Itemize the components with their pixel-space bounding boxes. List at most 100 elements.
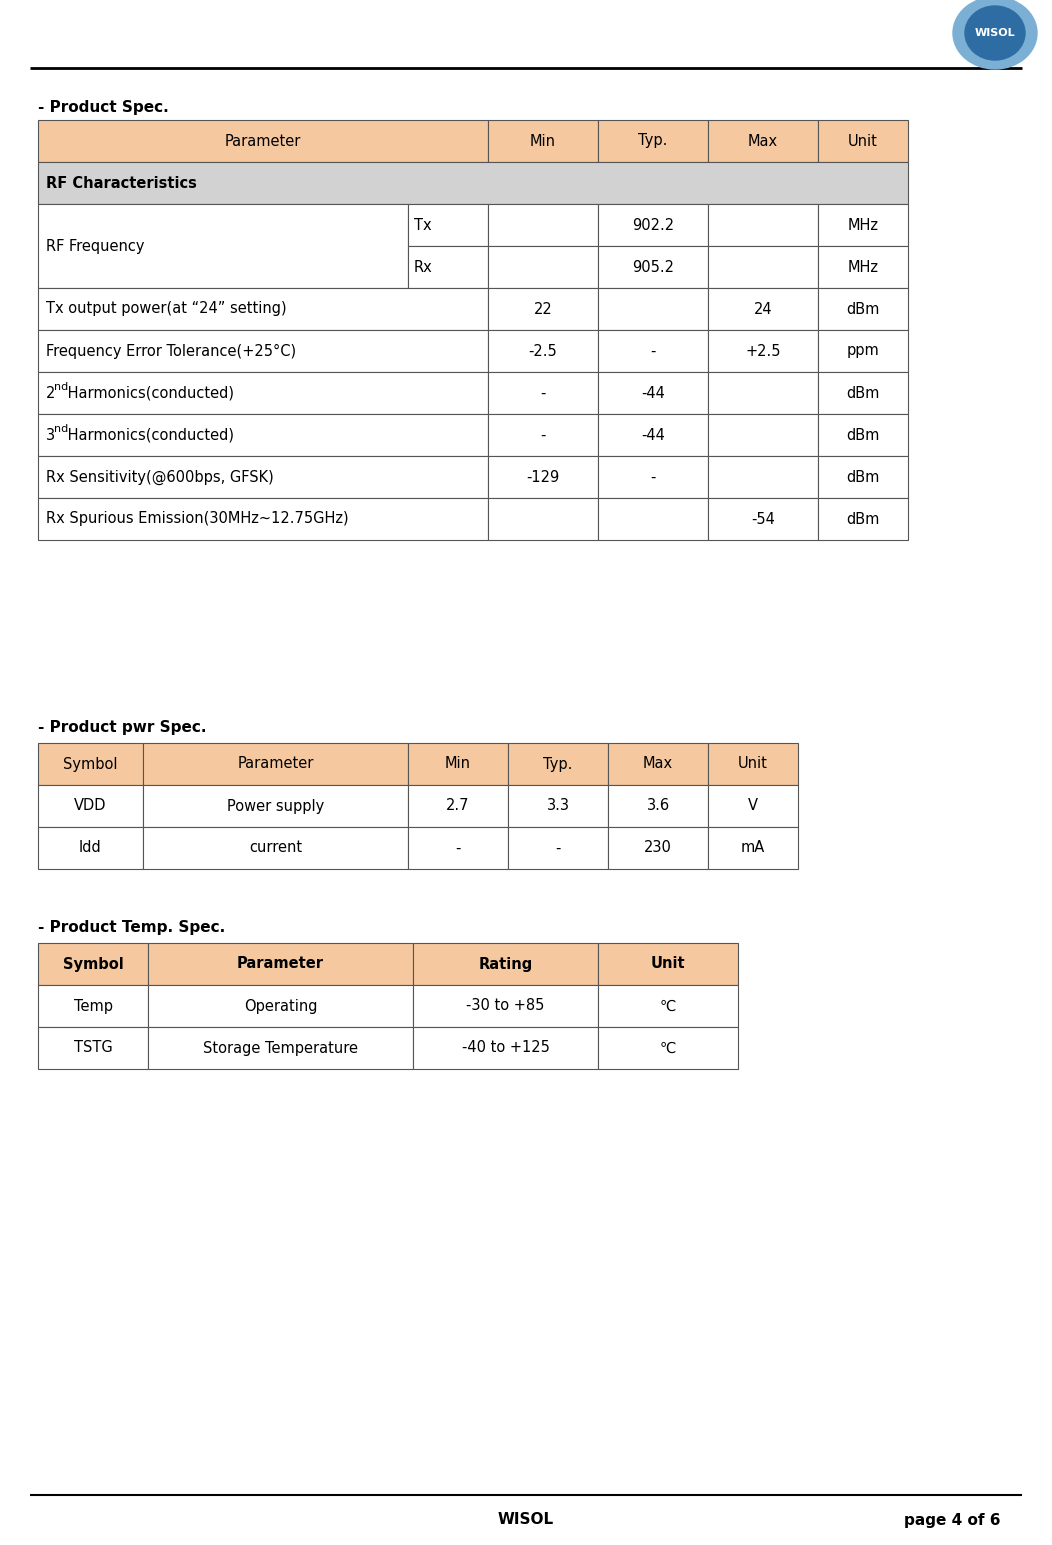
Bar (598, 246, 708, 287)
Text: Parameter: Parameter (225, 133, 301, 148)
Bar (708, 497, 818, 541)
Bar (38, 204, 408, 287)
Bar (708, 743, 798, 785)
Bar (818, 456, 908, 497)
Text: MHz: MHz (848, 260, 878, 275)
Bar (408, 785, 508, 827)
Text: 902.2: 902.2 (632, 218, 674, 232)
Bar (38, 986, 148, 1027)
Bar (508, 743, 608, 785)
Text: Rx Sensitivity(@600bps, GFSK): Rx Sensitivity(@600bps, GFSK) (46, 470, 274, 485)
Text: 3.6: 3.6 (646, 799, 669, 814)
Text: Frequency Error Tolerance(+25°C): Frequency Error Tolerance(+25°C) (46, 343, 296, 358)
Text: Symbol: Symbol (63, 956, 123, 972)
Text: 905.2: 905.2 (632, 260, 674, 275)
Bar (38, 162, 908, 204)
Bar (38, 121, 488, 162)
Bar (598, 942, 739, 986)
Bar (818, 121, 908, 162)
Bar (708, 827, 798, 868)
Bar (608, 785, 708, 827)
Text: -129: -129 (526, 470, 560, 485)
Text: -44: -44 (641, 386, 665, 400)
Text: -40 to +125: -40 to +125 (462, 1040, 549, 1055)
Text: +2.5: +2.5 (745, 343, 781, 358)
Text: Unit: Unit (739, 757, 768, 771)
Bar (38, 331, 488, 372)
Bar (818, 331, 908, 372)
Text: ℃: ℃ (660, 1040, 676, 1055)
Bar (148, 986, 413, 1027)
Text: 3.3: 3.3 (546, 799, 569, 814)
Text: RF Frequency: RF Frequency (46, 238, 144, 253)
Text: -54: -54 (751, 511, 775, 527)
Text: Harmonics(conducted): Harmonics(conducted) (63, 428, 234, 442)
Text: Rx: Rx (414, 260, 432, 275)
Bar (413, 942, 598, 986)
Text: -44: -44 (641, 428, 665, 442)
Bar (488, 121, 598, 162)
Text: Min: Min (445, 757, 471, 771)
Text: dBm: dBm (846, 301, 879, 317)
Bar (413, 1027, 598, 1069)
Bar (708, 204, 818, 246)
Text: Power supply: Power supply (227, 799, 324, 814)
Bar (408, 246, 488, 287)
Bar (708, 372, 818, 414)
Ellipse shape (953, 0, 1037, 70)
Text: mA: mA (741, 840, 765, 856)
Text: -: - (456, 840, 461, 856)
Text: WISOL: WISOL (498, 1513, 554, 1528)
Bar (488, 456, 598, 497)
Bar (708, 414, 818, 456)
Bar (38, 287, 488, 331)
Bar (818, 497, 908, 541)
Bar (408, 827, 508, 868)
Text: 3: 3 (46, 428, 55, 442)
Text: Symbol: Symbol (63, 757, 118, 771)
Bar (708, 121, 818, 162)
Text: page 4 of 6: page 4 of 6 (904, 1513, 1000, 1528)
Text: Typ.: Typ. (639, 133, 668, 148)
Bar (508, 785, 608, 827)
Bar (38, 785, 143, 827)
Bar (408, 743, 508, 785)
Bar (598, 121, 708, 162)
Text: MHz: MHz (848, 218, 878, 232)
Bar (148, 942, 413, 986)
Bar (143, 785, 408, 827)
Text: Harmonics(conducted): Harmonics(conducted) (63, 386, 234, 400)
Bar (38, 456, 488, 497)
Bar (708, 456, 818, 497)
Text: TSTG: TSTG (74, 1040, 113, 1055)
Text: Storage Temperature: Storage Temperature (203, 1040, 358, 1055)
Text: Unit: Unit (651, 956, 685, 972)
Ellipse shape (965, 6, 1025, 60)
Text: -: - (541, 386, 546, 400)
Bar (38, 414, 488, 456)
Text: ppm: ppm (847, 343, 879, 358)
Text: dBm: dBm (846, 511, 879, 527)
Bar (608, 827, 708, 868)
Bar (488, 331, 598, 372)
Bar (598, 497, 708, 541)
Bar (818, 204, 908, 246)
Text: 230: 230 (644, 840, 672, 856)
Bar (508, 827, 608, 868)
Bar (143, 827, 408, 868)
Bar (148, 1027, 413, 1069)
Text: Unit: Unit (848, 133, 878, 148)
Text: Operating: Operating (244, 998, 318, 1014)
Text: WISOL: WISOL (975, 28, 1015, 39)
Bar (38, 372, 488, 414)
Text: 2: 2 (46, 386, 56, 400)
Text: dBm: dBm (846, 386, 879, 400)
Bar (488, 372, 598, 414)
Bar (488, 287, 598, 331)
Bar (708, 785, 798, 827)
Bar (598, 986, 739, 1027)
Bar (598, 372, 708, 414)
Text: -: - (650, 470, 655, 485)
Bar (708, 331, 818, 372)
Text: Tx output power(at “24” setting): Tx output power(at “24” setting) (46, 301, 286, 317)
